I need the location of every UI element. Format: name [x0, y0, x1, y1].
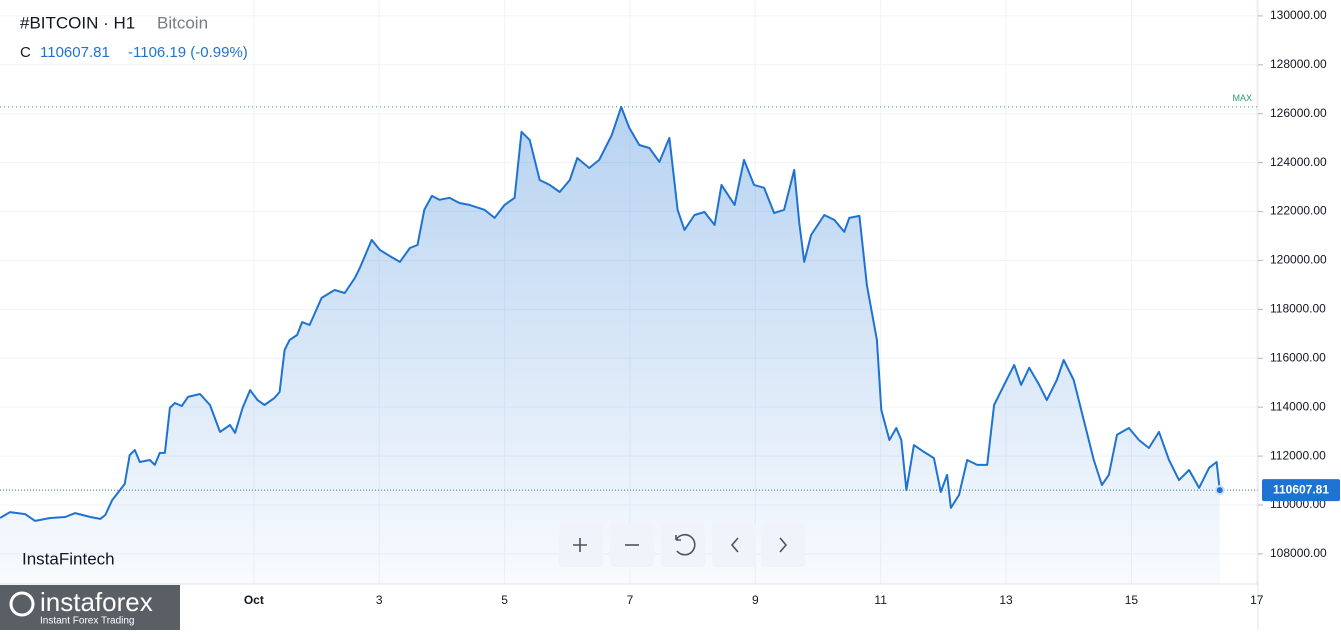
x-tick-label: 15 — [1125, 593, 1139, 607]
max-label: MAX — [1232, 93, 1252, 103]
y-tick-label: 128000.00 — [1270, 57, 1327, 71]
close-value: 110607.81 — [40, 44, 110, 61]
last-price-badge — [1262, 479, 1340, 502]
x-tick-label: Oct — [244, 593, 264, 607]
x-tick-label: 11 — [874, 593, 887, 607]
title: #BITCOIN · H1 — [20, 13, 135, 32]
y-tick-label: 116000.00 — [1270, 350, 1326, 364]
x-tick-label: 3 — [376, 593, 383, 607]
watermark: InstaFintech — [22, 549, 115, 568]
plus-icon — [573, 538, 587, 552]
logo: instaforex Instant Forex Trading — [0, 585, 180, 630]
y-tick-label: 120000.00 — [1270, 253, 1327, 267]
toolbar — [559, 523, 805, 567]
x-tick-label: 17 — [1250, 593, 1264, 607]
y-tick-label: 126000.00 — [1270, 106, 1327, 120]
scroll-right-button[interactable] — [761, 523, 805, 567]
reset-icon — [675, 533, 696, 556]
left-icon — [730, 537, 739, 553]
logo-tagline: Instant Forex Trading — [40, 616, 135, 627]
last-point — [1214, 485, 1225, 496]
y-tick-label: 118000.00 — [1270, 302, 1326, 316]
logo-name: instaforex — [40, 587, 153, 617]
change-label: -1106.19 (-0.99%) — [128, 44, 248, 61]
y-tick-label: 130000.00 — [1270, 8, 1327, 22]
x-tick-label: 7 — [627, 593, 634, 607]
series-name: Bitcoin — [157, 13, 208, 32]
x-tick-label: 9 — [752, 593, 759, 607]
scroll-left-button[interactable] — [712, 523, 756, 567]
x-tick-label: 5 — [501, 593, 508, 607]
close-prefix: C — [20, 44, 31, 61]
y-tick-label: 124000.00 — [1270, 155, 1327, 169]
area-fill — [0, 106, 1220, 585]
right-icon — [779, 537, 788, 553]
logo-icon — [9, 591, 35, 617]
x-tick-label: 13 — [999, 593, 1013, 607]
y-tick-label: 122000.00 — [1270, 204, 1327, 218]
plot: MAX — [0, 93, 1258, 585]
y-tick-label: 114000.00 — [1270, 399, 1326, 413]
logo-bg — [0, 585, 180, 630]
y-tick-label: 112000.00 — [1270, 448, 1326, 462]
axes: 108000.00110000.00112000.00114000.001160… — [244, 8, 1340, 607]
y-tick-label: 108000.00 — [1270, 546, 1327, 560]
reset-button[interactable] — [661, 523, 705, 567]
price-line — [0, 105, 1221, 522]
last-price-label: 110607.81 — [1273, 482, 1329, 496]
